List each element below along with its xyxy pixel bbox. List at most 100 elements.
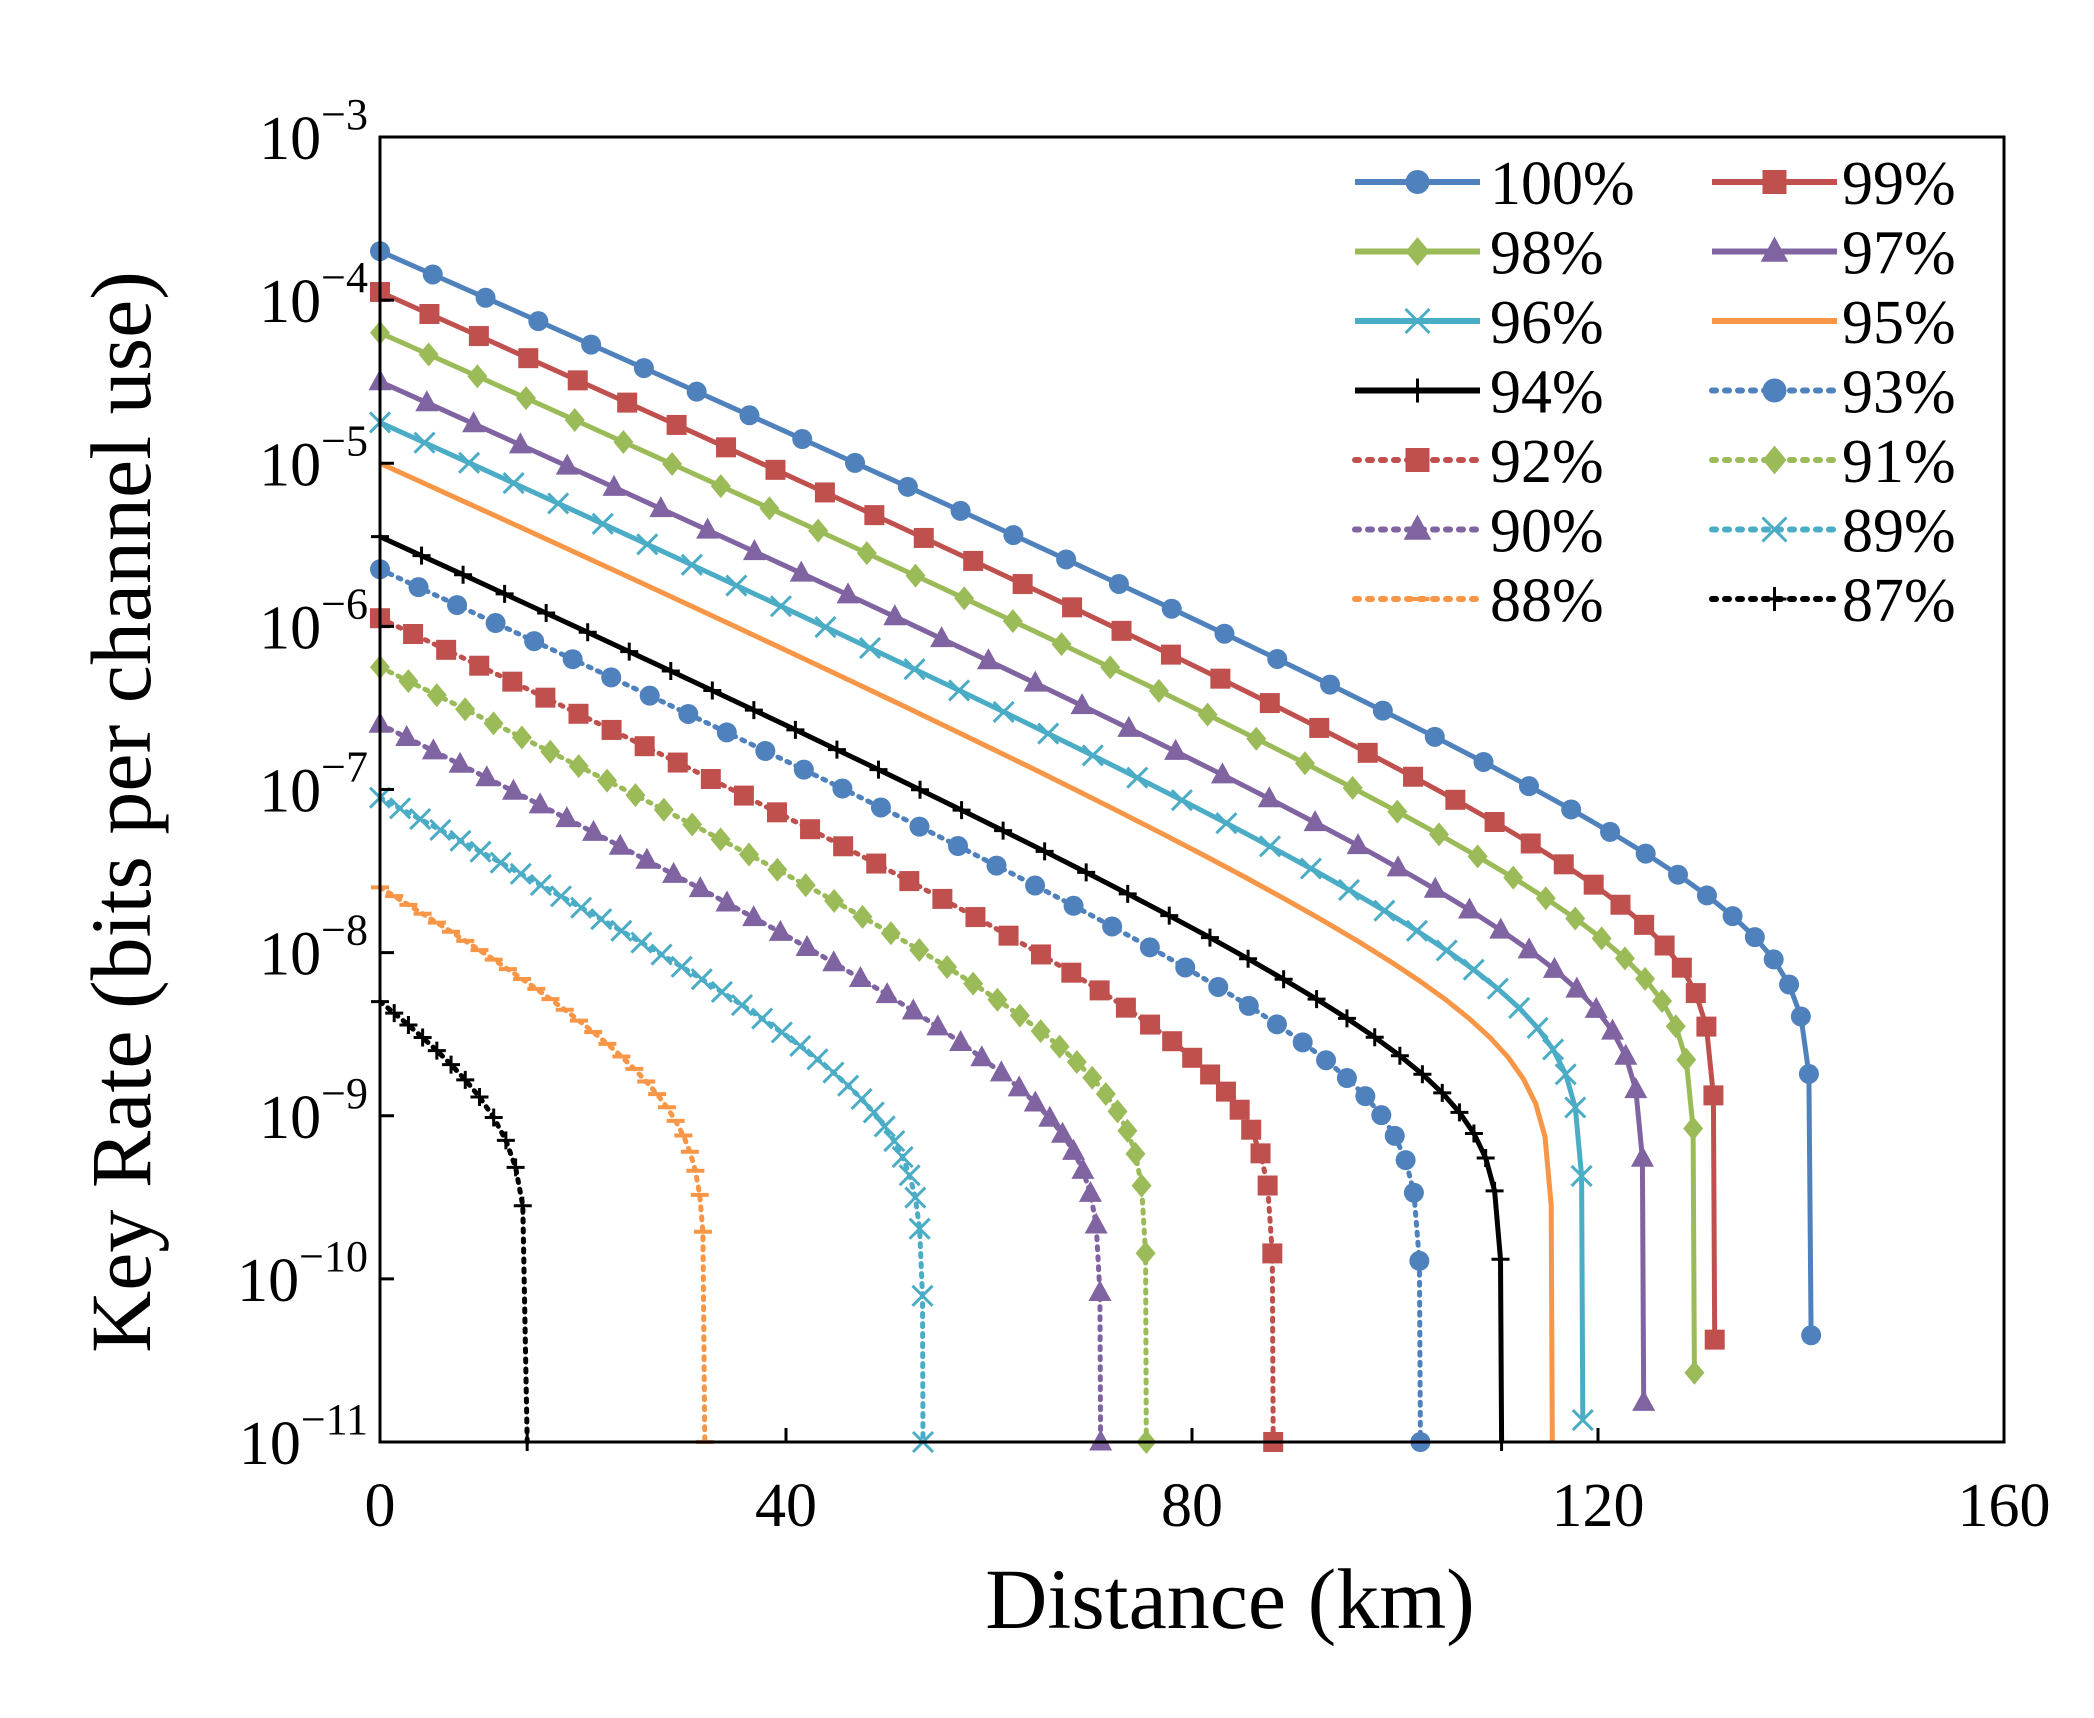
data-point bbox=[1009, 1003, 1030, 1028]
data-point bbox=[1634, 914, 1655, 935]
data-point bbox=[581, 334, 602, 355]
data-point bbox=[1135, 1241, 1156, 1266]
y-tick-label: 10−9 bbox=[259, 1069, 368, 1152]
data-point bbox=[1665, 1014, 1686, 1039]
data-point bbox=[1386, 855, 1410, 877]
data-point bbox=[1484, 812, 1505, 833]
data-point bbox=[399, 1016, 418, 1035]
data-point bbox=[1215, 1081, 1236, 1102]
data-point bbox=[1336, 1068, 1357, 1089]
data-point bbox=[1429, 822, 1450, 847]
data-point bbox=[1542, 956, 1566, 978]
data-point bbox=[836, 582, 860, 604]
data-point bbox=[875, 982, 899, 1004]
data-point bbox=[864, 505, 885, 526]
data-point bbox=[1241, 1119, 1262, 1140]
legend-label: 99% bbox=[1842, 150, 1956, 218]
data-point bbox=[1553, 854, 1574, 875]
data-point bbox=[1722, 906, 1743, 927]
data-point bbox=[1125, 1141, 1146, 1166]
data-point bbox=[751, 1007, 774, 1030]
data-point bbox=[1508, 996, 1531, 1020]
data-point bbox=[1259, 693, 1280, 714]
data-point bbox=[1292, 1032, 1313, 1053]
data-point bbox=[1685, 983, 1706, 1004]
data-point bbox=[710, 980, 733, 1004]
data-point bbox=[716, 437, 737, 458]
data-point bbox=[1258, 835, 1282, 858]
data-point bbox=[475, 765, 499, 787]
data-point bbox=[1486, 977, 1509, 1000]
series-95pct bbox=[378, 461, 1555, 1443]
data-point bbox=[795, 873, 816, 898]
data-point bbox=[1491, 1250, 1510, 1269]
data-point bbox=[454, 565, 473, 584]
data-point bbox=[513, 1196, 532, 1215]
legend-marker bbox=[1761, 516, 1788, 543]
data-point bbox=[649, 496, 673, 518]
data-point bbox=[808, 518, 829, 543]
data-point bbox=[1162, 1031, 1183, 1052]
data-point bbox=[1131, 1173, 1152, 1198]
data-point bbox=[862, 1101, 885, 1124]
data-point bbox=[1390, 1046, 1409, 1065]
data-point bbox=[870, 797, 891, 818]
data-point bbox=[1684, 1360, 1705, 1385]
data-point bbox=[1214, 623, 1235, 644]
data-point bbox=[1591, 926, 1612, 951]
data-point bbox=[1210, 762, 1234, 784]
data-point bbox=[965, 907, 986, 928]
y-tick-label: 10−4 bbox=[259, 253, 368, 336]
series-87pct bbox=[371, 992, 537, 1451]
data-point bbox=[1307, 990, 1326, 1009]
legend-item: 95% bbox=[1712, 289, 1956, 357]
data-point bbox=[852, 904, 873, 929]
legend-label: 91% bbox=[1842, 428, 1956, 496]
data-point bbox=[540, 739, 561, 764]
data-point bbox=[1257, 786, 1281, 808]
data-point bbox=[562, 649, 583, 670]
y-tick-label: 10−6 bbox=[259, 579, 368, 662]
series-91pct bbox=[370, 655, 1157, 1454]
data-point bbox=[898, 1164, 921, 1187]
data-point bbox=[913, 527, 934, 548]
data-point bbox=[899, 871, 920, 892]
data-point bbox=[926, 1014, 950, 1036]
data-point bbox=[1570, 1164, 1593, 1187]
data-point bbox=[858, 637, 882, 660]
data-point bbox=[824, 888, 845, 913]
data-point bbox=[1262, 1243, 1283, 1264]
data-point bbox=[848, 965, 872, 987]
legend-label: 93% bbox=[1842, 359, 1956, 427]
data-point bbox=[412, 546, 431, 565]
y-tick-label: 10−11 bbox=[239, 1395, 368, 1478]
data-point bbox=[528, 311, 549, 332]
data-point bbox=[1676, 1047, 1697, 1072]
data-point bbox=[415, 390, 439, 412]
legend-item: 90% bbox=[1352, 498, 1604, 566]
y-tick-label: 10−8 bbox=[259, 906, 368, 989]
data-point bbox=[1089, 1429, 1113, 1451]
data-point bbox=[856, 541, 877, 566]
data-point bbox=[1238, 995, 1259, 1016]
data-point bbox=[1635, 966, 1656, 991]
data-point bbox=[1520, 833, 1541, 854]
data-point bbox=[1346, 833, 1370, 855]
data-point bbox=[1610, 894, 1631, 915]
data-point bbox=[1409, 1250, 1430, 1271]
y-axis-label: Key Rate (bits per channel use) bbox=[73, 271, 169, 1353]
data-point bbox=[483, 711, 504, 736]
data-point bbox=[1257, 1175, 1278, 1196]
legend-item: 89% bbox=[1709, 498, 1956, 566]
legend-marker bbox=[1405, 448, 1430, 472]
data-point bbox=[608, 833, 632, 855]
data-point bbox=[398, 669, 419, 694]
x-tick-label: 120 bbox=[1552, 1472, 1645, 1540]
data-point bbox=[845, 452, 866, 473]
legend-marker bbox=[1405, 237, 1430, 266]
data-point bbox=[1614, 946, 1635, 971]
data-point bbox=[1071, 1157, 1095, 1179]
data-point bbox=[1140, 1014, 1161, 1035]
data-point bbox=[1038, 1105, 1062, 1127]
data-point bbox=[1030, 1019, 1051, 1044]
